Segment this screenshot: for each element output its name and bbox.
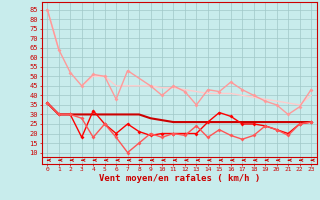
X-axis label: Vent moyen/en rafales ( km/h ): Vent moyen/en rafales ( km/h ) — [99, 174, 260, 183]
